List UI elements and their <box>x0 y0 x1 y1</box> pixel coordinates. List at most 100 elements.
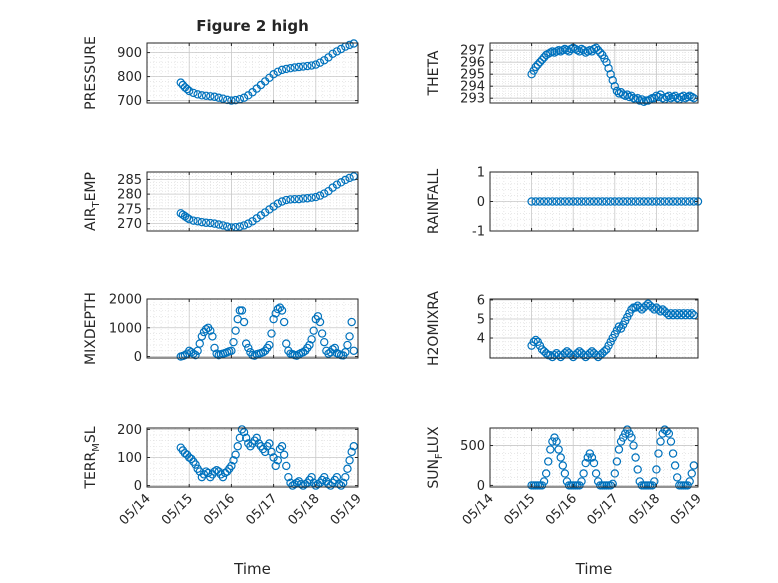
data-point <box>587 453 597 462</box>
data-point <box>537 481 547 490</box>
data-point <box>591 43 601 53</box>
data-point <box>298 194 308 203</box>
data-point <box>252 433 261 443</box>
y-tick-label: -1 <box>472 225 485 240</box>
data-point <box>176 209 185 218</box>
y-axis-label: SUNFLUX <box>426 426 445 489</box>
data-point <box>239 428 249 437</box>
data-point <box>311 192 320 202</box>
data-point <box>539 477 549 486</box>
x-tick-label: 05/15 <box>501 491 538 528</box>
data-point <box>320 189 329 198</box>
data-point <box>623 90 632 99</box>
panel-rainfall: -1 0 1 RAINFALL <box>426 166 703 240</box>
data-point <box>664 429 674 438</box>
y-tick-label: 6 <box>477 293 485 308</box>
y-tick-label: 900 <box>117 46 142 61</box>
series-h2omixra <box>527 299 699 362</box>
data-point <box>537 55 547 65</box>
data-point <box>345 40 354 50</box>
data-point <box>277 306 287 315</box>
data-point <box>349 442 358 451</box>
data-point <box>341 472 350 482</box>
data-point <box>309 326 318 335</box>
series-mixdepth <box>176 303 358 361</box>
data-point <box>589 197 599 206</box>
data-point <box>596 48 605 57</box>
data-point <box>554 445 563 454</box>
data-point <box>652 465 661 474</box>
x-tick-label: 05/16 <box>201 491 238 528</box>
data-point <box>662 92 672 102</box>
data-point <box>317 329 327 338</box>
data-point <box>571 44 580 54</box>
data-point <box>621 429 630 438</box>
data-point <box>577 477 586 486</box>
data-point <box>685 197 694 206</box>
data-point <box>683 481 692 490</box>
data-point <box>533 60 543 69</box>
data-point <box>560 44 570 54</box>
data-point <box>279 317 289 327</box>
y-axis-label-main: TERR <box>83 451 99 489</box>
y-tick-label: 500 <box>460 439 485 454</box>
data-point <box>658 429 667 438</box>
data-point <box>660 197 669 206</box>
data-point <box>575 47 584 56</box>
y-tick-label: 4 <box>477 332 485 347</box>
data-point <box>241 339 251 348</box>
data-point <box>252 214 261 223</box>
data-point <box>298 348 308 357</box>
data-point <box>687 309 696 318</box>
y-tick-label: 295 <box>460 68 485 83</box>
data-point <box>229 337 238 347</box>
data-point <box>668 449 678 458</box>
y-tick-label: 1000 <box>109 321 142 336</box>
data-point <box>212 349 221 358</box>
data-point <box>635 96 644 105</box>
tick-marks <box>489 43 699 103</box>
data-point <box>349 346 358 356</box>
data-point <box>610 81 620 91</box>
data-point <box>593 197 603 206</box>
data-point <box>589 44 599 54</box>
data-point <box>627 197 636 206</box>
data-point <box>531 335 540 345</box>
data-point <box>265 439 274 448</box>
data-point <box>332 180 342 189</box>
data-point <box>277 197 287 206</box>
data-point <box>656 437 665 446</box>
data-point <box>579 46 588 55</box>
data-point <box>273 456 283 465</box>
data-point <box>629 441 638 450</box>
data-point <box>307 61 316 70</box>
data-point <box>591 469 601 478</box>
data-point <box>548 437 557 446</box>
data-point <box>606 481 615 490</box>
data-point <box>339 478 348 487</box>
x-tick-label: 05/16 <box>543 491 580 528</box>
data-point <box>602 58 611 67</box>
y-tick-label: 285 <box>117 173 142 188</box>
data-point <box>664 91 674 101</box>
data-point <box>581 458 590 468</box>
data-point <box>550 433 559 442</box>
data-point <box>558 46 568 55</box>
y-axis-label-main: AIR <box>83 207 99 231</box>
data-point <box>231 450 240 459</box>
data-point <box>673 197 682 206</box>
data-point <box>294 194 304 204</box>
tick-marks <box>489 428 699 487</box>
series-theta <box>527 43 699 107</box>
data-point <box>193 90 202 99</box>
data-point <box>593 46 603 55</box>
data-point <box>606 197 615 206</box>
data-point <box>178 210 188 219</box>
data-point <box>621 91 630 101</box>
y-axis-label-main: MIXDEPTH <box>83 292 99 365</box>
data-point <box>635 197 644 206</box>
data-point <box>244 219 253 228</box>
data-point <box>301 479 310 489</box>
y-axis-label-main: H2OMIXRA <box>426 291 442 366</box>
series-terr_msl <box>176 425 358 490</box>
